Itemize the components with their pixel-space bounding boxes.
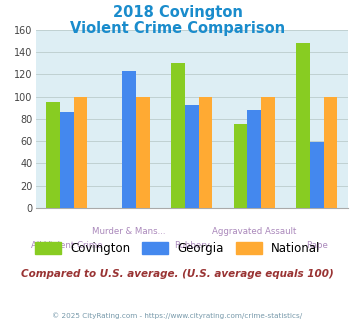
Text: Aggravated Assault: Aggravated Assault [212,227,296,236]
Bar [46,102,60,208]
Text: Compared to U.S. average. (U.S. average equals 100): Compared to U.S. average. (U.S. average … [21,269,334,279]
Text: 2018 Covington: 2018 Covington [113,5,242,20]
Bar [73,96,87,208]
Bar [296,43,310,208]
Text: Robbery: Robbery [174,241,210,250]
Text: Rape: Rape [306,241,328,250]
Text: All Violent Crime: All Violent Crime [31,241,103,250]
Bar [198,96,212,208]
Bar [60,112,73,208]
Bar [323,96,337,208]
Bar [122,71,136,208]
Bar [171,63,185,208]
Text: Violent Crime Comparison: Violent Crime Comparison [70,21,285,36]
Text: Murder & Mans...: Murder & Mans... [92,227,166,236]
Bar [261,96,275,208]
Bar [310,142,323,208]
Legend: Covington, Georgia, National: Covington, Georgia, National [30,237,325,260]
Text: © 2025 CityRating.com - https://www.cityrating.com/crime-statistics/: © 2025 CityRating.com - https://www.city… [53,312,302,318]
Bar [185,106,198,208]
Bar [247,110,261,208]
Bar [234,124,247,208]
Bar [136,96,150,208]
